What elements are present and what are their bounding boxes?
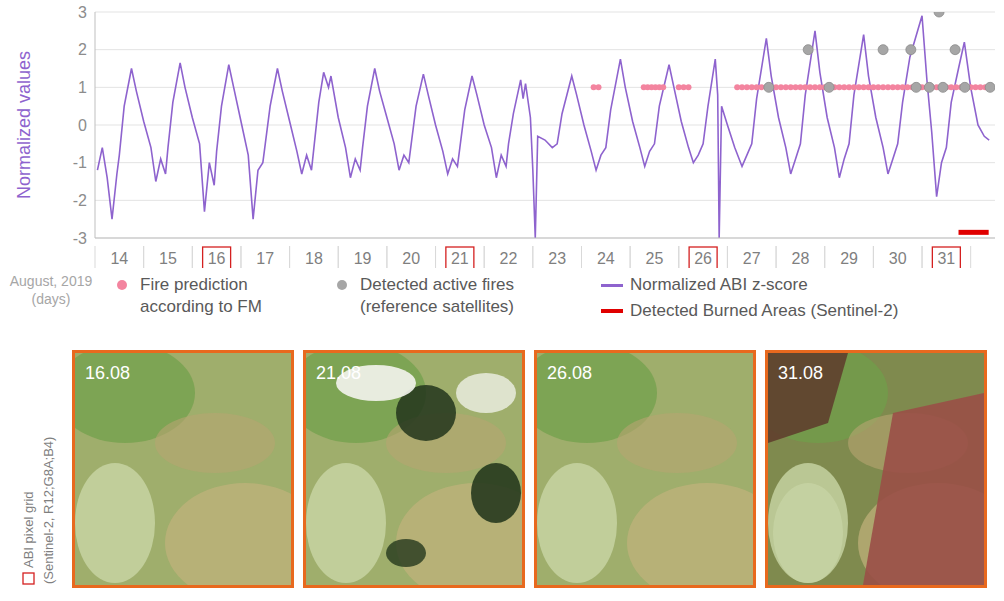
svg-text:22: 22: [500, 250, 518, 267]
svg-text:16.08: 16.08: [85, 363, 130, 383]
svg-text:2: 2: [78, 41, 87, 58]
svg-text:3: 3: [78, 4, 87, 21]
svg-text:ABI pixel grid: ABI pixel grid: [21, 491, 36, 568]
svg-text:30: 30: [889, 250, 907, 267]
svg-text:19: 19: [354, 250, 372, 267]
svg-text:29: 29: [840, 250, 858, 267]
svg-text:17: 17: [256, 250, 274, 267]
svg-text:31: 31: [937, 250, 955, 267]
svg-text:21.08: 21.08: [316, 363, 361, 383]
svg-text:27: 27: [743, 250, 761, 267]
svg-text:(Sentinel-2, R12;G8A;B4): (Sentinel-2, R12;G8A;B4): [41, 437, 56, 584]
svg-text:Normalized values: Normalized values: [14, 51, 34, 199]
svg-text:26: 26: [694, 250, 712, 267]
svg-text:18: 18: [305, 250, 323, 267]
svg-text:25: 25: [646, 250, 664, 267]
svg-text:1: 1: [78, 79, 87, 96]
svg-text:28: 28: [792, 250, 810, 267]
svg-text:26.08: 26.08: [547, 363, 592, 383]
svg-text:-2: -2: [73, 192, 87, 209]
svg-text:16: 16: [208, 250, 226, 267]
html-text:Fire prediction according to F: Fire prediction according to FM: [140, 275, 262, 316]
svg-text:-3: -3: [73, 230, 87, 247]
html-text:Normalized ABI z-score: Normalized ABI z-score: [630, 275, 808, 294]
svg-text:14: 14: [110, 250, 128, 267]
html-text:August, 2019 (days): August, 2019 (days): [9, 273, 93, 307]
svg-text:0: 0: [78, 117, 87, 134]
html-text:Detected active fires (referen: Detected active fires (reference satelli…: [360, 275, 514, 316]
svg-text:23: 23: [548, 250, 566, 267]
svg-text:15: 15: [159, 250, 177, 267]
svg-text:31.08: 31.08: [778, 363, 823, 383]
svg-text:-1: -1: [73, 154, 87, 171]
svg-text:21: 21: [451, 250, 469, 267]
html-text:Detected Burned Areas (Sentine: Detected Burned Areas (Sentinel-2): [630, 301, 899, 320]
svg-text:20: 20: [402, 250, 420, 267]
svg-text:24: 24: [597, 250, 615, 267]
